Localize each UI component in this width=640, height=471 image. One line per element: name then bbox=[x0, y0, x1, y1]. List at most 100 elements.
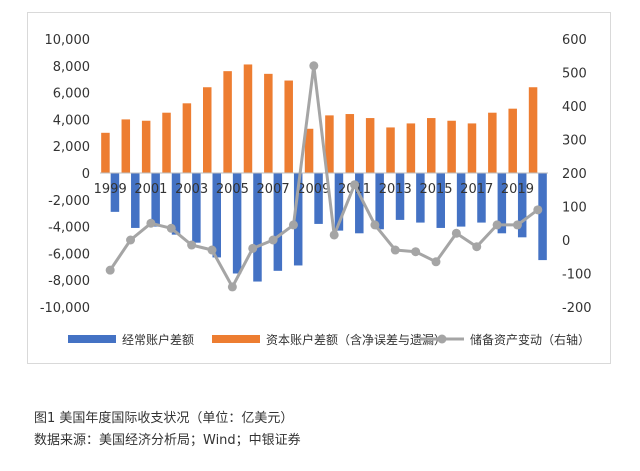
current-account-bar bbox=[293, 173, 303, 266]
x-axis-tick-label: 2009 bbox=[297, 182, 330, 197]
capital-account-bar bbox=[406, 123, 416, 173]
reserve-change-point bbox=[227, 282, 237, 292]
current-account-bar bbox=[253, 173, 262, 282]
current-account-bar bbox=[477, 173, 486, 223]
right-axis-tick-label: 200 bbox=[562, 167, 587, 182]
current-account-bar bbox=[151, 173, 160, 227]
x-axis-tick-label: 2003 bbox=[175, 182, 208, 197]
right-axis-tick-label: 400 bbox=[562, 100, 587, 115]
right-axis-tick-label: 600 bbox=[562, 33, 587, 48]
reserve-change-point bbox=[390, 245, 400, 255]
capital-account-bar bbox=[304, 128, 314, 173]
x-axis-tick-label: 2013 bbox=[379, 182, 412, 197]
reserve-change-point bbox=[329, 230, 339, 240]
current-account-bar bbox=[171, 173, 181, 235]
reserve-change-point bbox=[472, 242, 482, 252]
current-account-bar bbox=[375, 173, 384, 230]
left-axis-tick-label: 2,000 bbox=[53, 140, 90, 155]
legend-label-capital-account: 资本账户差额（含净误差与遗漏） bbox=[266, 332, 446, 347]
reserve-change-point bbox=[126, 235, 136, 245]
capital-account-bar bbox=[243, 64, 253, 173]
chart-frame: 10,000 8,000 6,000 4,000 2,000 0 -2,000 -4,000 -… bbox=[27, 12, 611, 364]
reserve-change-point bbox=[105, 265, 115, 275]
reserve-change-point bbox=[146, 218, 156, 228]
capital-account-bar bbox=[264, 73, 273, 173]
right-axis-tick-label: -200 bbox=[562, 301, 592, 316]
capital-account-bar bbox=[284, 80, 293, 173]
x-axis-tick-label: 2007 bbox=[257, 182, 290, 197]
reserve-change-point bbox=[431, 257, 441, 267]
current-account-bar bbox=[456, 173, 466, 227]
legend-swatch-current-account bbox=[68, 335, 116, 343]
current-account-bar bbox=[355, 173, 364, 234]
right-axis-tick-label: -100 bbox=[562, 268, 592, 283]
current-account-bar bbox=[334, 173, 344, 231]
reserve-change-point bbox=[370, 220, 380, 230]
current-account-bar bbox=[232, 173, 242, 274]
chart-svg: 10,000 8,000 6,000 4,000 2,000 0 -2,000 -4,000 -… bbox=[40, 33, 592, 347]
right-axis-tick-label: 0 bbox=[562, 234, 570, 249]
reserve-change-point bbox=[492, 220, 502, 230]
current-account-bar bbox=[131, 173, 140, 228]
current-account-bar bbox=[192, 173, 201, 243]
reserve-change-point bbox=[248, 243, 258, 253]
reserve-change-point bbox=[288, 220, 298, 230]
reserve-change-point bbox=[166, 223, 176, 233]
capital-account-bar bbox=[182, 103, 192, 173]
x-axis-tick-label: 2011 bbox=[338, 182, 371, 197]
current-account-bar bbox=[314, 173, 323, 224]
left-axis-tick-label: -8,000 bbox=[48, 274, 90, 289]
reserve-change-point bbox=[512, 220, 522, 230]
current-account-bar bbox=[395, 173, 405, 220]
capital-account-bar bbox=[101, 132, 110, 173]
capital-account-bar bbox=[427, 118, 436, 173]
left-axis-tick-label: -2,000 bbox=[48, 194, 90, 209]
current-account-bar bbox=[436, 173, 445, 228]
legend-label-current-account: 经常账户差额 bbox=[122, 332, 194, 347]
right-axis-tick-label: 300 bbox=[562, 134, 587, 149]
current-account-bar bbox=[212, 173, 221, 258]
left-axis-tick-label: 0 bbox=[82, 167, 90, 182]
capital-account-bar bbox=[162, 112, 171, 173]
current-account-bar bbox=[538, 173, 547, 261]
reserve-change-point bbox=[207, 245, 217, 255]
left-axis-tick-label: 8,000 bbox=[53, 60, 90, 75]
current-account-bar bbox=[497, 173, 507, 234]
capital-account-bar bbox=[203, 87, 212, 173]
capital-account-bar bbox=[365, 118, 375, 173]
capital-account-bar bbox=[447, 120, 456, 173]
capital-account-bar bbox=[488, 112, 497, 173]
x-axis-tick-label: 2015 bbox=[419, 182, 452, 197]
capital-account-bar bbox=[386, 127, 395, 173]
capital-account-bar bbox=[508, 108, 517, 173]
x-axis-tick-label: 2001 bbox=[134, 182, 167, 197]
current-account-bar bbox=[517, 173, 527, 238]
x-axis-tick-label: 1999 bbox=[94, 182, 127, 197]
left-axis-tick-label: 4,000 bbox=[53, 113, 90, 128]
reserve-change-point bbox=[411, 247, 421, 257]
capital-account-bar bbox=[223, 71, 232, 173]
reserve-change-point bbox=[268, 235, 278, 245]
reserve-change-point bbox=[533, 205, 543, 215]
right-axis-tick-label: 100 bbox=[562, 201, 587, 216]
right-axis-tick-label: 500 bbox=[562, 67, 587, 82]
left-axis-tick-label: -10,000 bbox=[40, 301, 90, 316]
current-account-bar bbox=[110, 173, 120, 212]
legend-swatch-reserve-marker bbox=[437, 334, 447, 344]
capital-account-bar bbox=[121, 119, 131, 173]
x-axis-tick-label: 2005 bbox=[216, 182, 249, 197]
current-account-bar bbox=[273, 173, 283, 271]
left-axis-tick-label: 10,000 bbox=[45, 33, 91, 48]
legend-label-reserve-change: 储备资产变动（右轴） bbox=[470, 332, 590, 347]
capital-account-bar bbox=[141, 120, 151, 173]
x-axis-tick-label: 2017 bbox=[460, 182, 493, 197]
left-axis-tick-label: 6,000 bbox=[53, 87, 90, 102]
left-axis-tick-label: -6,000 bbox=[48, 247, 90, 262]
reserve-change-point bbox=[309, 61, 319, 71]
reserve-change-point bbox=[451, 228, 461, 238]
x-axis-tick-label: 2019 bbox=[501, 182, 534, 197]
capital-account-bar bbox=[467, 123, 477, 173]
reserve-change-line bbox=[108, 64, 539, 289]
left-axis-tick-label: -4,000 bbox=[48, 221, 90, 236]
capital-account-bar bbox=[325, 115, 334, 173]
